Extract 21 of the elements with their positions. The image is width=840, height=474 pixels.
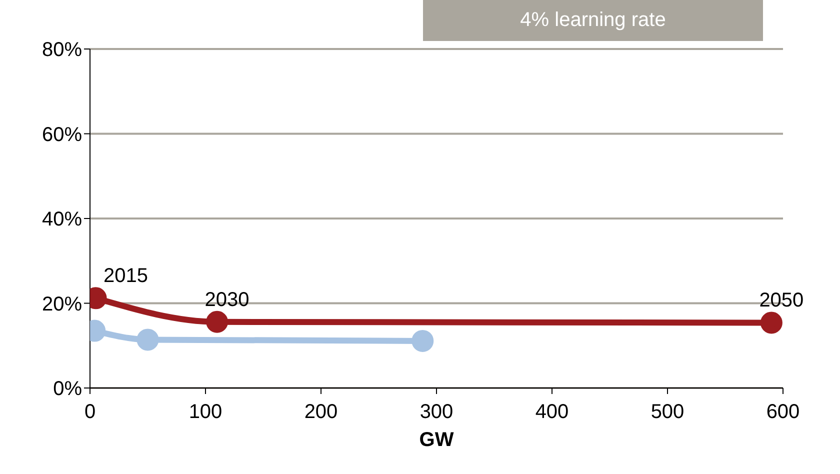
annotation: 2030	[204, 288, 250, 311]
y-tick-label: 20%	[42, 293, 82, 316]
x-tick-label: 200	[304, 401, 338, 424]
y-tick-label: 60%	[42, 124, 82, 146]
x-tick-label: 400	[535, 401, 569, 424]
y-tick-label: 80%	[42, 39, 82, 62]
x-tick-label: 0	[84, 401, 96, 424]
annotation: 2050	[759, 290, 804, 312]
point	[760, 312, 782, 334]
point	[206, 310, 228, 333]
x-axis-title: GW	[419, 429, 454, 451]
x-tick-label: 300	[420, 401, 454, 424]
y-tick-label: 40%	[42, 208, 82, 231]
x-tick-label: 500	[650, 401, 684, 424]
y-tick-label: 0%	[53, 378, 82, 400]
point	[412, 330, 434, 352]
text: 4% learning rate	[423, 0, 763, 41]
x-tick-label: 600	[766, 401, 800, 424]
x-tick-label: 100	[188, 401, 222, 424]
annotation: 2015	[104, 265, 148, 288]
point	[136, 328, 159, 351]
